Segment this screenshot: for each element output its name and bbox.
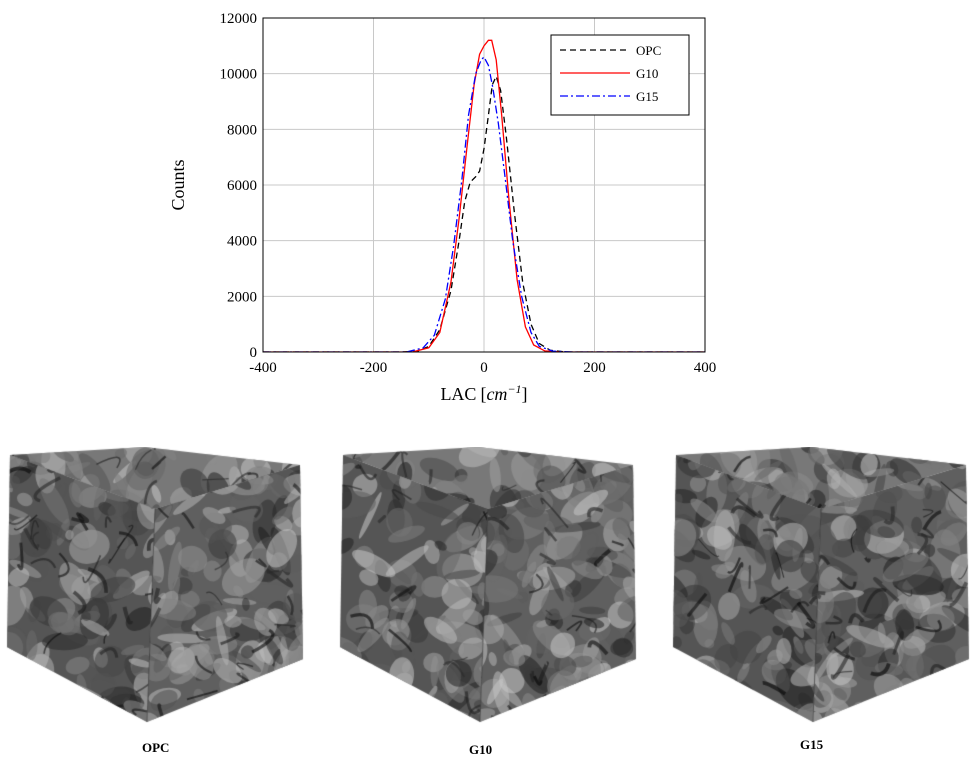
x-axis-label-unit: cm xyxy=(486,384,507,404)
legend: OPC G10 G15 xyxy=(550,34,690,116)
x-axis-label-text: LAC xyxy=(440,384,476,404)
series-line-g15 xyxy=(263,55,705,352)
x-tick-label: -400 xyxy=(249,360,277,376)
series-layer xyxy=(263,39,705,352)
y-axis-label: Counts xyxy=(168,159,188,210)
legend-label-g10: G10 xyxy=(636,66,658,81)
y-tick-label: 8000 xyxy=(227,122,257,138)
x-tick-label: 0 xyxy=(480,360,488,376)
legend-box xyxy=(550,34,690,116)
x-tick-label: 200 xyxy=(583,360,606,376)
cube-label-opc: OPC xyxy=(142,740,170,755)
x-tick-label: -200 xyxy=(360,360,388,376)
y-tick-label: 0 xyxy=(250,345,258,361)
plot-frame xyxy=(262,17,706,353)
cube-label-g15: G15 xyxy=(800,737,824,752)
cube-render-g10 xyxy=(338,447,638,727)
y-tick-label: 2000 xyxy=(227,289,257,305)
series-line-g10 xyxy=(263,39,705,352)
cube-render-opc xyxy=(5,447,305,727)
y-tick-label: 10000 xyxy=(220,67,258,83)
y-tick-label: 6000 xyxy=(227,178,257,194)
series-line-opc xyxy=(263,74,705,352)
legend-label-g15: G15 xyxy=(636,89,658,104)
tick-labels: -400 -200 0 200 4000200040006000800010000120… xyxy=(220,11,717,376)
y-tick-label: 12000 xyxy=(220,11,258,27)
y-tick-label: 4000 xyxy=(227,234,257,250)
x-tick-label: 400 xyxy=(694,360,717,376)
cube-render-g15 xyxy=(671,447,970,727)
lac-histogram-chart: -400 -200 0 200 4000200040006000800010000120… xyxy=(168,11,717,404)
cube-label-g10: G10 xyxy=(469,742,493,757)
x-axis-label-exp: −1 xyxy=(507,382,521,396)
legend-label-opc: OPC xyxy=(636,43,661,58)
x-axis-label: LAC [cm−1] xyxy=(440,382,527,404)
